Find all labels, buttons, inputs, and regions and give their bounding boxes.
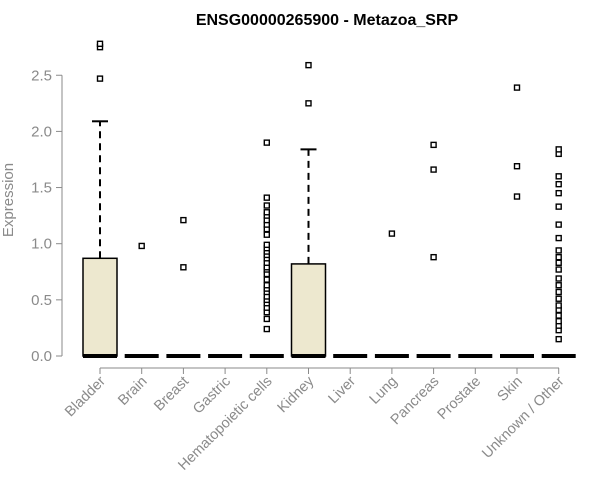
outlier-point bbox=[555, 189, 562, 197]
outlier-point bbox=[263, 282, 270, 289]
y-tick-label: 1.5 bbox=[31, 180, 52, 197]
outlier-point bbox=[263, 315, 270, 323]
outlier-point bbox=[180, 216, 187, 224]
outlier-point bbox=[555, 203, 562, 210]
x-tick-label: Brain bbox=[115, 374, 150, 409]
outlier-point bbox=[263, 202, 270, 209]
outlier-point bbox=[305, 61, 312, 69]
outlier-point bbox=[263, 139, 270, 146]
box-lung bbox=[374, 230, 409, 358]
outlier-point bbox=[555, 180, 562, 188]
box-breast bbox=[166, 216, 201, 358]
outlier-point bbox=[555, 312, 562, 319]
box-unknown-other bbox=[541, 146, 576, 358]
outlier-point bbox=[555, 275, 562, 282]
outlier-point bbox=[555, 173, 562, 180]
iqr-box bbox=[82, 257, 118, 357]
box-bladder bbox=[82, 40, 118, 358]
outlier-point bbox=[430, 166, 437, 173]
outlier-point bbox=[555, 288, 562, 296]
outlier-point bbox=[430, 141, 437, 149]
plot-area bbox=[82, 40, 576, 358]
box-pancreas bbox=[416, 141, 451, 358]
outlier-point bbox=[555, 317, 562, 325]
outlier-point bbox=[555, 259, 562, 266]
outlier-point bbox=[513, 163, 521, 170]
y-tick-label: 2.5 bbox=[31, 67, 52, 84]
box-skin bbox=[500, 84, 534, 358]
box-kidney bbox=[290, 61, 327, 358]
x-tick-label: Breast bbox=[151, 374, 192, 415]
outlier-point bbox=[555, 335, 562, 343]
iqr-box bbox=[290, 263, 327, 357]
y-axis-label: Expression bbox=[0, 163, 17, 237]
outlier-point bbox=[388, 230, 396, 237]
x-tick-label: Skin bbox=[495, 374, 526, 405]
outlier-point bbox=[430, 253, 437, 261]
y-tick-label: 0.0 bbox=[31, 348, 52, 365]
outlier-point bbox=[555, 234, 562, 242]
outlier-point bbox=[138, 242, 145, 250]
x-tick-label: Bladder bbox=[62, 373, 109, 420]
outlier-point bbox=[263, 209, 270, 216]
y-tick-label: 1.0 bbox=[31, 236, 52, 253]
outlier-point bbox=[555, 247, 562, 254]
y-tick-label: 0.5 bbox=[31, 292, 52, 309]
chart-title: ENSG00000265900 - Metazoa_SRP bbox=[196, 12, 459, 29]
x-tick-label: Kidney bbox=[275, 373, 318, 416]
box-brain bbox=[124, 242, 159, 358]
outlier-point bbox=[263, 276, 270, 283]
box-hematopoietic-cells bbox=[249, 139, 284, 358]
outlier-point bbox=[180, 264, 187, 271]
outlier-point bbox=[96, 40, 104, 48]
outlier-point bbox=[263, 325, 270, 333]
outlier-point bbox=[513, 193, 521, 200]
outlier-point bbox=[513, 84, 521, 91]
outlier-point bbox=[96, 75, 104, 82]
x-tick-label: Prostate bbox=[435, 374, 484, 423]
outlier-point bbox=[555, 302, 562, 309]
x-tick-label: Lung bbox=[367, 374, 401, 408]
outlier-point bbox=[555, 221, 562, 228]
y-tick-label: 2.0 bbox=[31, 123, 52, 140]
outlier-point bbox=[263, 231, 270, 238]
x-tick-label: Liver bbox=[325, 373, 359, 407]
outlier-point bbox=[555, 146, 562, 153]
outlier-point bbox=[555, 295, 562, 302]
outlier-point bbox=[555, 282, 562, 289]
outlier-point bbox=[305, 100, 312, 107]
y-axis: 0.0 0.5 1.0 1.5 2.0 2.5 bbox=[31, 67, 63, 365]
outlier-point bbox=[555, 253, 562, 261]
outlier-point bbox=[555, 266, 562, 273]
outlier-point bbox=[263, 194, 270, 201]
outlier-point bbox=[263, 241, 270, 249]
